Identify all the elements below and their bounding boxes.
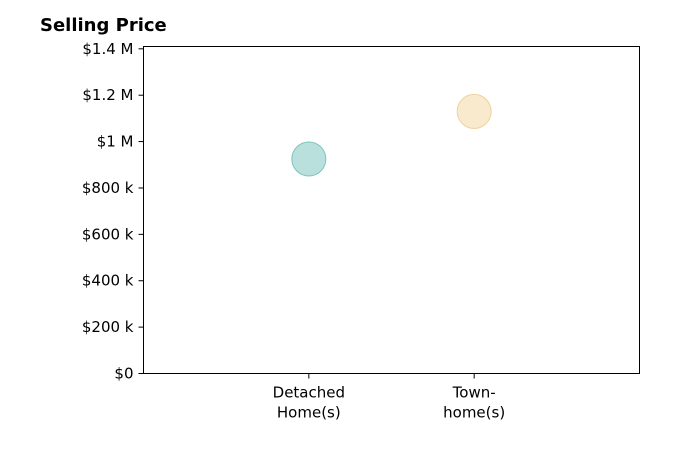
y-tick-label: $1.2 M [82,86,133,104]
y-tick-label: $0 [114,365,133,383]
chart-title: Selling Price [40,15,167,36]
data-point [291,141,327,177]
x-axis: Detached Home(s) Town-home(s) [273,373,505,422]
y-tick-label: $400 k [82,272,134,290]
data-point [456,93,492,129]
y-tick-label: $1 M [97,133,134,151]
chart-marks [291,93,492,177]
y-tick-label: $1.4 M [82,40,133,58]
y-tick-label: $800 k [82,179,134,197]
y-tick-label: $600 k [82,225,134,243]
x-tick-label: Town-home(s) [443,384,505,422]
plot-frame [143,46,640,374]
x-tick-label: Detached Home(s) [273,384,345,422]
y-axis: $0 $200 k $400 k $600 k $800 k $1 M $1.2 M $1.4… [82,40,144,383]
y-tick-label: $200 k [82,318,134,336]
